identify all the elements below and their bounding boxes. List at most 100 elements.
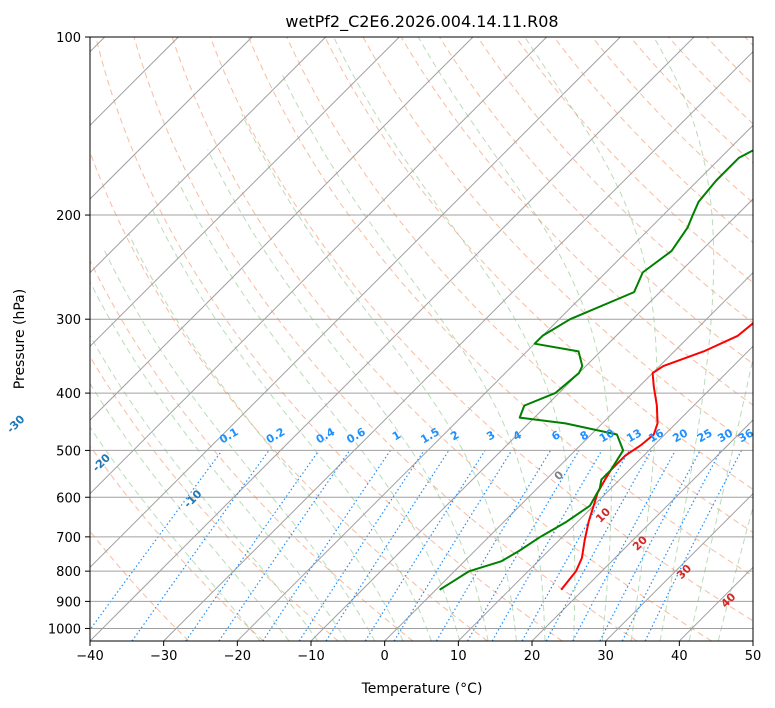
background-lines [90,37,753,641]
isotherm [457,345,753,641]
moist-adiabat [524,37,658,641]
moist-adiabat [104,250,376,641]
x-tick-label: 50 [745,649,762,664]
dry-adiabat [171,37,712,641]
moist-adiabat [280,72,546,641]
y-tick-label: 500 [56,444,81,459]
dry-adiabat [90,150,488,641]
mixing-ratio-line [218,450,351,641]
moist-adiabat [151,208,432,641]
moist-adiabat [177,180,461,641]
moist-adiabat [653,37,715,641]
moist-adiabat [207,149,489,641]
mixing-ratio-line [572,450,677,641]
y-tick-label: 700 [56,531,81,546]
x-tick-label: 20 [524,649,541,664]
mixing-ratio-label: 13 [624,426,644,445]
mixing-ratio-label: 1.5 [418,425,441,446]
dry-adiabat [90,355,339,641]
dry-adiabat [324,37,753,490]
mixing-ratio-line [325,450,450,641]
moist-adiabat [128,233,404,641]
isotherm [90,37,548,495]
isotherm [90,37,327,274]
dewpoint-profile [439,149,753,591]
profile-lines [439,149,753,591]
y-axis: 1000 900 800 700 600 500 400 300 200 100 [48,31,90,637]
isotherm [90,37,253,200]
moist-adiabat-label: 30 [674,562,694,582]
isotherm [384,271,753,641]
isotherm [752,640,753,641]
plot-frame [89,36,754,642]
dry-adiabat [248,37,753,577]
mixing-ratio-label: 2 [448,428,461,443]
dry-adiabat-label: -20 [90,451,113,474]
x-tick-label: 30 [597,649,614,664]
x-tick-label: 40 [671,649,688,664]
mixing-ratio-line [599,450,701,641]
mixing-ratio-line [621,450,722,641]
moist-adiabat [90,280,347,641]
dry-adiabat-label: -10 [181,487,204,510]
dry-adiabat [668,37,753,125]
dry-adiabat [133,37,638,641]
isotherm [163,50,753,641]
dry-adiabat [591,37,753,204]
moist-adiabat [90,382,290,641]
dry-adiabat [90,259,414,641]
mixing-ratio-line [393,450,513,641]
isotherm [90,37,400,348]
mixing-ratio-line [521,450,630,641]
isotherm [90,37,621,569]
dry-adiabat-label: -30 [4,412,27,435]
mixing-ratio-label: 20 [670,426,690,445]
x-tick-label: −20 [224,649,251,664]
y-tick-label: 900 [56,595,81,610]
y-tick-label: 400 [56,387,81,402]
moist-adiabat [90,426,261,641]
mixing-ratio-line [131,450,270,641]
mixing-ratio-label: 30 [715,426,735,445]
y-tick-label: 600 [56,491,81,506]
dry-adiabat [744,37,753,47]
mixing-ratio-label: 0.1 [217,425,240,446]
y-tick-label: 100 [56,31,81,46]
moist-adiabat [241,113,517,641]
mixing-ratio-line [435,450,552,641]
mixing-ratio-line [90,450,223,631]
dry-adiabat [95,37,563,641]
x-axis-label: Temperature (°C) [361,681,483,697]
mixing-ratio-label: 3 [484,428,497,443]
moist-adiabat-label: 40 [718,590,738,610]
mixing-ratio-line [364,450,486,641]
isotherm [531,419,753,641]
mixing-ratio-label: 0.4 [314,425,338,446]
isotherm [90,37,695,641]
mixing-ratio-label: 16 [646,426,666,445]
temperature-profile [560,322,753,591]
mixing-ratio-line [262,450,391,641]
mixing-ratio-label: 6 [549,428,562,443]
moist-adiabat [417,37,612,641]
moist-adiabat [717,505,753,641]
dry-adiabat [515,37,753,284]
x-tick-label: 0 [381,649,389,664]
x-axis: −40 −30 −20 −10 0 10 20 30 40 50 [76,641,761,664]
mixing-ratio-line [545,450,652,641]
line-labels: 0.10.20.40.611.52346810131620253036-100-… [4,412,756,610]
moist-adiabat-label: 20 [630,533,650,553]
dry-adiabat [90,530,190,641]
mixing-ratio-label: 0.6 [344,425,368,446]
chart-title: wetPf2_C2E6.2026.004.14.11.R08 [285,12,558,32]
y-tick-label: 800 [56,565,81,580]
mixing-ratio-line [644,450,743,641]
dry-adiabat [286,37,753,533]
moist-adiabat [333,37,576,641]
y-axis-label: Pressure (hPa) [12,289,28,389]
moist-adiabat [688,356,753,641]
mixing-ratio-line [298,450,425,641]
x-tick-label: 10 [450,649,467,664]
x-tick-label: −30 [150,649,177,664]
